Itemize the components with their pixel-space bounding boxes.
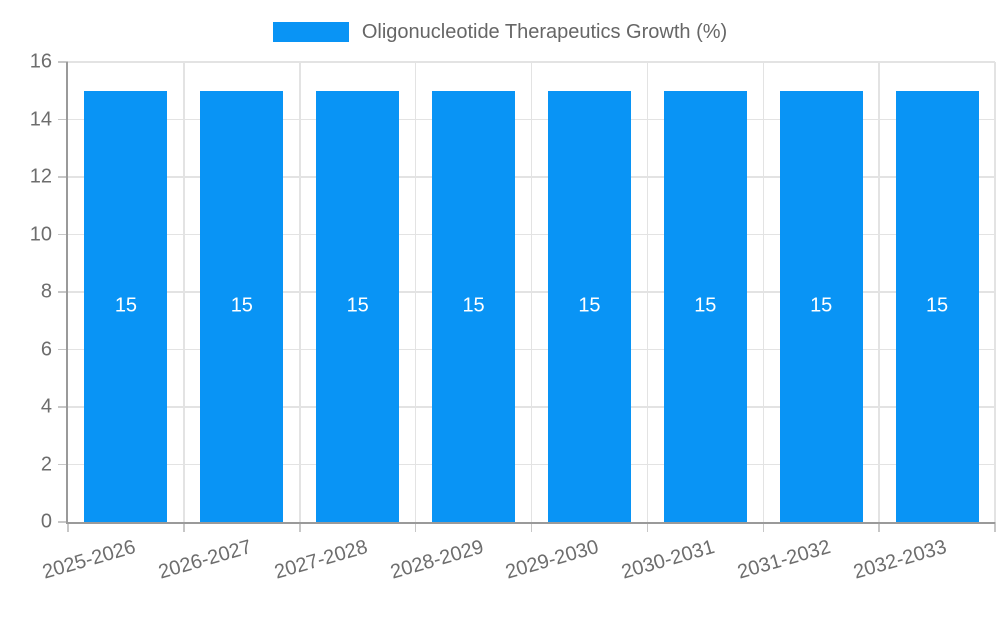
- bar-value-label: 15: [114, 294, 138, 317]
- bar-value-label: 15: [694, 294, 717, 317]
- y-tick-mark: [58, 521, 68, 523]
- bar-value-label: 15: [346, 294, 369, 317]
- bar-2026-2027[interactable]: [200, 90, 284, 522]
- grid-line-vertical: [414, 62, 417, 522]
- y-tick-mark: [58, 348, 68, 351]
- y-axis-tick-label: 4: [40, 395, 52, 418]
- y-axis-tick-label: 16: [29, 50, 52, 73]
- y-axis-tick-label: 2: [40, 453, 52, 475]
- x-tick-mark: [530, 522, 533, 532]
- y-axis-line: [66, 62, 68, 524]
- grid-line-vertical: [994, 62, 996, 522]
- x-tick-mark: [994, 522, 996, 532]
- plot-area: 0 2 4 6 8 10 12 14 16 15 2025-2026 15 2026-2027 15 202…: [29, 50, 996, 584]
- y-tick-mark: [58, 291, 68, 293]
- bar-2025-2026[interactable]: [84, 90, 168, 522]
- x-tick-mark: [762, 522, 764, 532]
- grid-line-vertical: [762, 62, 764, 522]
- y-axis-tick-label: 10: [29, 223, 52, 245]
- x-tick-mark: [414, 522, 417, 532]
- y-tick-mark: [58, 463, 68, 466]
- bar-value-label: 15: [925, 294, 949, 317]
- bar-2031-2032[interactable]: [779, 90, 863, 522]
- legend-label: Oligonucleotide Therapeutics Growth (%): [361, 21, 728, 43]
- grid-line-vertical: [878, 62, 880, 522]
- bar-2030-2031[interactable]: [663, 90, 747, 522]
- y-axis-tick-label: 12: [29, 165, 52, 188]
- grid-line-vertical: [299, 62, 301, 522]
- x-tick-mark: [878, 522, 880, 532]
- x-tick-mark: [67, 522, 69, 532]
- y-tick-mark: [58, 406, 68, 408]
- bar-value-label: 15: [578, 294, 601, 317]
- chart-legend[interactable]: Oligonucleotide Therapeutics Growth (%): [0, 20, 1000, 44]
- y-tick-mark: [58, 233, 68, 236]
- legend-swatch: [272, 22, 349, 42]
- x-tick-mark: [183, 522, 185, 532]
- y-axis-tick-label: 14: [29, 108, 52, 130]
- bar-2027-2028[interactable]: [316, 90, 400, 522]
- y-axis-tick-label: 0: [40, 510, 52, 533]
- y-axis-tick-label: 8: [40, 280, 52, 303]
- y-tick-mark: [58, 118, 68, 121]
- y-tick-mark: [58, 61, 68, 63]
- y-tick-mark: [58, 176, 68, 178]
- bar-value-label: 15: [230, 294, 253, 317]
- bar-2028-2029[interactable]: [432, 90, 516, 522]
- y-axis-tick-label: 6: [40, 338, 52, 360]
- bar-value-label: 15: [462, 294, 485, 317]
- x-axis-line: [66, 522, 995, 524]
- x-tick-mark: [646, 522, 649, 532]
- grid-line-vertical: [183, 62, 185, 522]
- bar-2029-2030[interactable]: [547, 90, 631, 522]
- chart-page: { "chart_data": { "type": "bar", "title"…: [0, 20, 1000, 584]
- x-tick-mark: [299, 522, 301, 532]
- grid-line-vertical: [530, 62, 533, 522]
- grid-line-vertical: [646, 62, 649, 522]
- bar-2032-2033[interactable]: [895, 90, 979, 522]
- bar-value-label: 15: [810, 294, 833, 317]
